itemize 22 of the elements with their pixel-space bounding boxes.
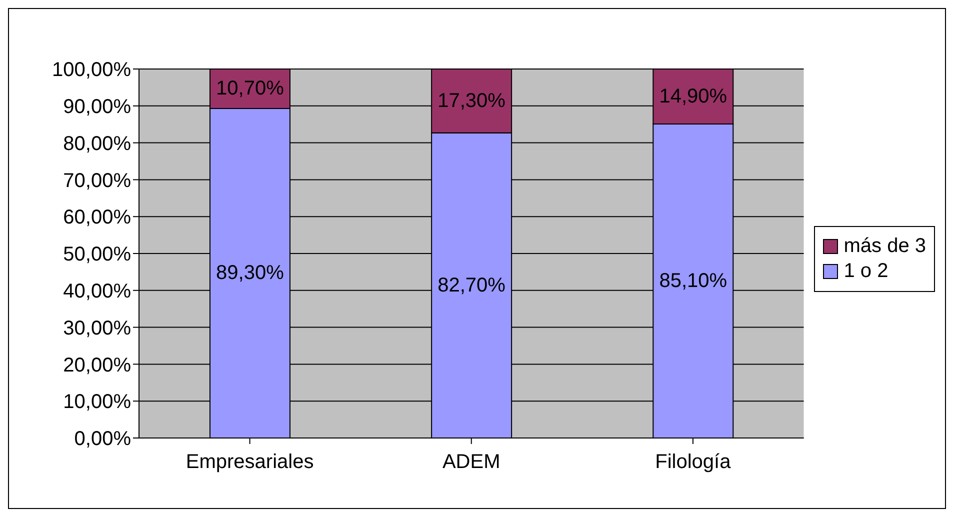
data-label: 82,70%	[438, 274, 506, 296]
y-tick-label: 10,00%	[63, 391, 132, 414]
y-tick-label: 80,00%	[63, 132, 132, 155]
data-label: 17,30%	[438, 90, 506, 112]
y-tick-label: 30,00%	[63, 317, 132, 340]
y-tick-label: 40,00%	[63, 280, 132, 302]
data-label: 85,10%	[659, 270, 728, 292]
y-tick-label: 100,00%	[52, 59, 132, 82]
data-label: 14,90%	[659, 85, 728, 108]
y-tick-label: 20,00%	[63, 354, 132, 376]
x-tick-label: ADEM	[442, 451, 500, 474]
y-tick-label: 50,00%	[63, 244, 132, 266]
x-tick-label: Empresariales	[186, 451, 314, 474]
data-label: 89,30%	[216, 262, 284, 284]
y-tick-label: 70,00%	[63, 170, 132, 192]
y-tick-label: 60,00%	[63, 206, 132, 229]
x-tick-label: Filología	[655, 451, 732, 474]
legend-label: 1 o 2	[844, 260, 888, 282]
legend-label: más de 3	[844, 234, 926, 258]
y-tick-label: 90,00%	[63, 96, 132, 118]
data-label: 10,70%	[216, 78, 284, 100]
y-tick-label: 0,00%	[74, 428, 132, 450]
